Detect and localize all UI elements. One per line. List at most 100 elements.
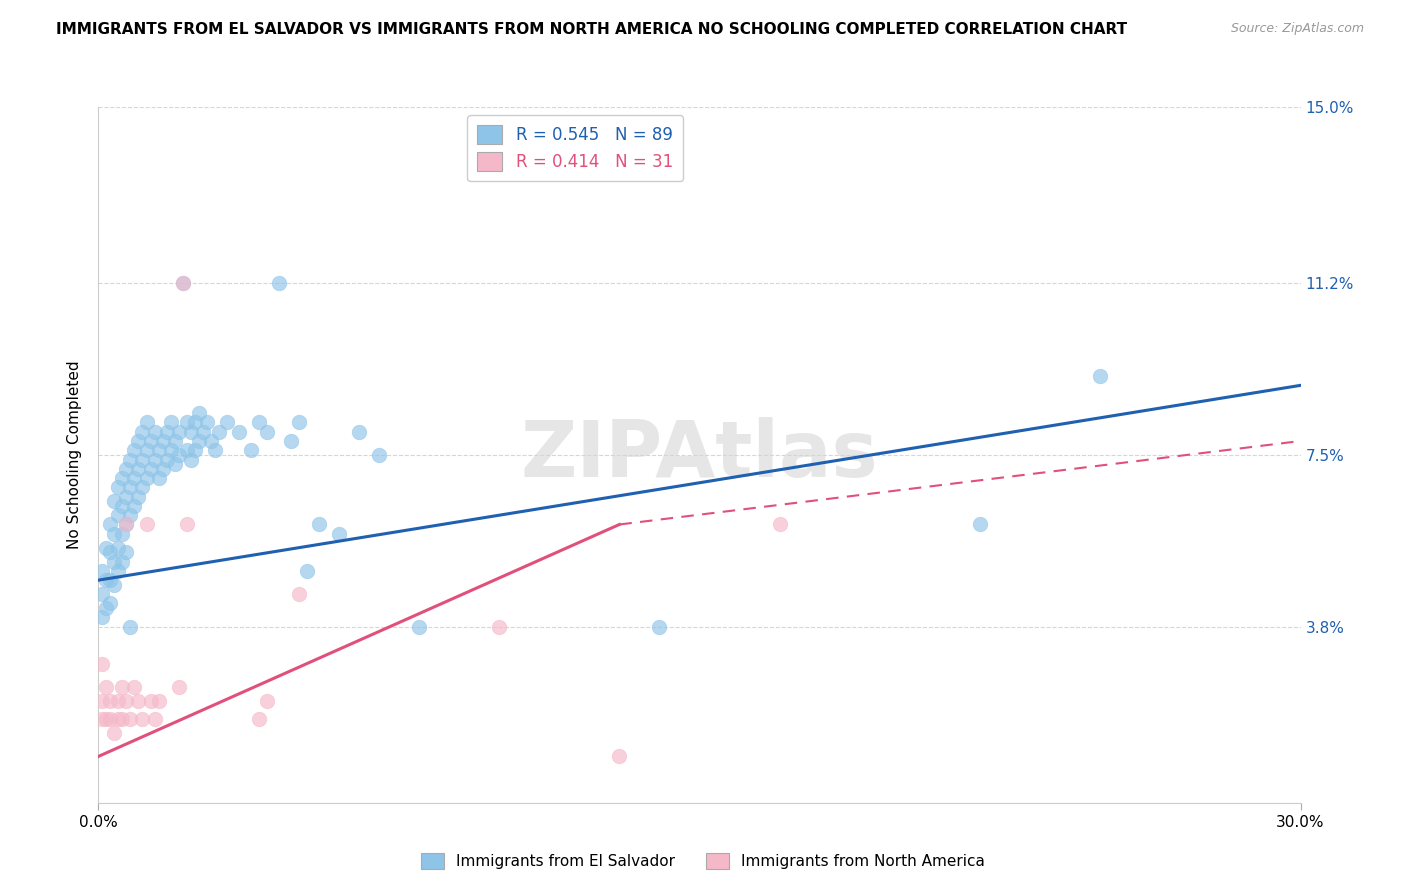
Point <box>408 619 430 633</box>
Point <box>152 462 174 476</box>
Point <box>148 443 170 458</box>
Point <box>91 564 114 578</box>
Point <box>111 680 134 694</box>
Point <box>295 564 318 578</box>
Point <box>609 749 631 764</box>
Point <box>155 452 177 467</box>
Point <box>128 434 150 448</box>
Point <box>100 573 122 587</box>
Point <box>139 694 162 708</box>
Point <box>124 443 146 458</box>
Point <box>172 277 194 291</box>
Point <box>100 694 122 708</box>
Point <box>183 416 205 430</box>
Point <box>131 425 153 439</box>
Point <box>107 480 129 494</box>
Point <box>969 517 991 532</box>
Point <box>228 425 250 439</box>
Point <box>187 434 209 448</box>
Point <box>100 712 122 726</box>
Point <box>120 508 142 523</box>
Point <box>247 416 270 430</box>
Point <box>96 541 118 555</box>
Point <box>131 712 153 726</box>
Point <box>143 452 166 467</box>
Point <box>107 694 129 708</box>
Point <box>107 508 129 523</box>
Point <box>172 277 194 291</box>
Point <box>648 619 671 633</box>
Point <box>247 712 270 726</box>
Point <box>115 694 138 708</box>
Point <box>128 490 150 504</box>
Point <box>148 694 170 708</box>
Point <box>91 694 114 708</box>
Point <box>159 416 181 430</box>
Point <box>96 601 118 615</box>
Point <box>143 712 166 726</box>
Point <box>191 425 214 439</box>
Point <box>139 434 162 448</box>
Point <box>115 490 138 504</box>
Point <box>91 587 114 601</box>
Text: ZIPAtlas: ZIPAtlas <box>520 417 879 493</box>
Point <box>128 694 150 708</box>
Point <box>208 425 231 439</box>
Point <box>176 416 198 430</box>
Point <box>183 443 205 458</box>
Point <box>103 526 125 541</box>
Point <box>124 680 146 694</box>
Text: Source: ZipAtlas.com: Source: ZipAtlas.com <box>1230 22 1364 36</box>
Point <box>180 452 202 467</box>
Point <box>167 680 190 694</box>
Point <box>115 462 138 476</box>
Point <box>288 416 311 430</box>
Point <box>96 680 118 694</box>
Point <box>152 434 174 448</box>
Point <box>308 517 330 532</box>
Point <box>256 694 278 708</box>
Point <box>163 457 186 471</box>
Point <box>195 416 218 430</box>
Point <box>187 406 209 420</box>
Point <box>155 425 177 439</box>
Point <box>347 425 370 439</box>
Point <box>107 564 129 578</box>
Point <box>769 517 792 532</box>
Point <box>96 712 118 726</box>
Point <box>107 712 129 726</box>
Point <box>103 726 125 740</box>
Point <box>107 541 129 555</box>
Point <box>159 443 181 458</box>
Point <box>131 452 153 467</box>
Point <box>135 416 157 430</box>
Point <box>128 462 150 476</box>
Point <box>167 448 190 462</box>
Point <box>148 471 170 485</box>
Point <box>368 448 391 462</box>
Point <box>1088 369 1111 384</box>
Point <box>111 526 134 541</box>
Point <box>100 596 122 610</box>
Point <box>163 434 186 448</box>
Point <box>115 545 138 559</box>
Point <box>120 619 142 633</box>
Point <box>135 517 157 532</box>
Point <box>120 452 142 467</box>
Point <box>103 578 125 592</box>
Point <box>124 471 146 485</box>
Y-axis label: No Schooling Completed: No Schooling Completed <box>67 360 83 549</box>
Point <box>111 471 134 485</box>
Point <box>280 434 302 448</box>
Point <box>135 443 157 458</box>
Legend: R = 0.545   N = 89, R = 0.414   N = 31: R = 0.545 N = 89, R = 0.414 N = 31 <box>467 115 683 181</box>
Legend: Immigrants from El Salvador, Immigrants from North America: Immigrants from El Salvador, Immigrants … <box>415 847 991 875</box>
Point <box>103 555 125 569</box>
Point <box>124 499 146 513</box>
Point <box>267 277 290 291</box>
Point <box>256 425 278 439</box>
Point <box>288 587 311 601</box>
Point <box>135 471 157 485</box>
Point <box>115 517 138 532</box>
Point <box>100 545 122 559</box>
